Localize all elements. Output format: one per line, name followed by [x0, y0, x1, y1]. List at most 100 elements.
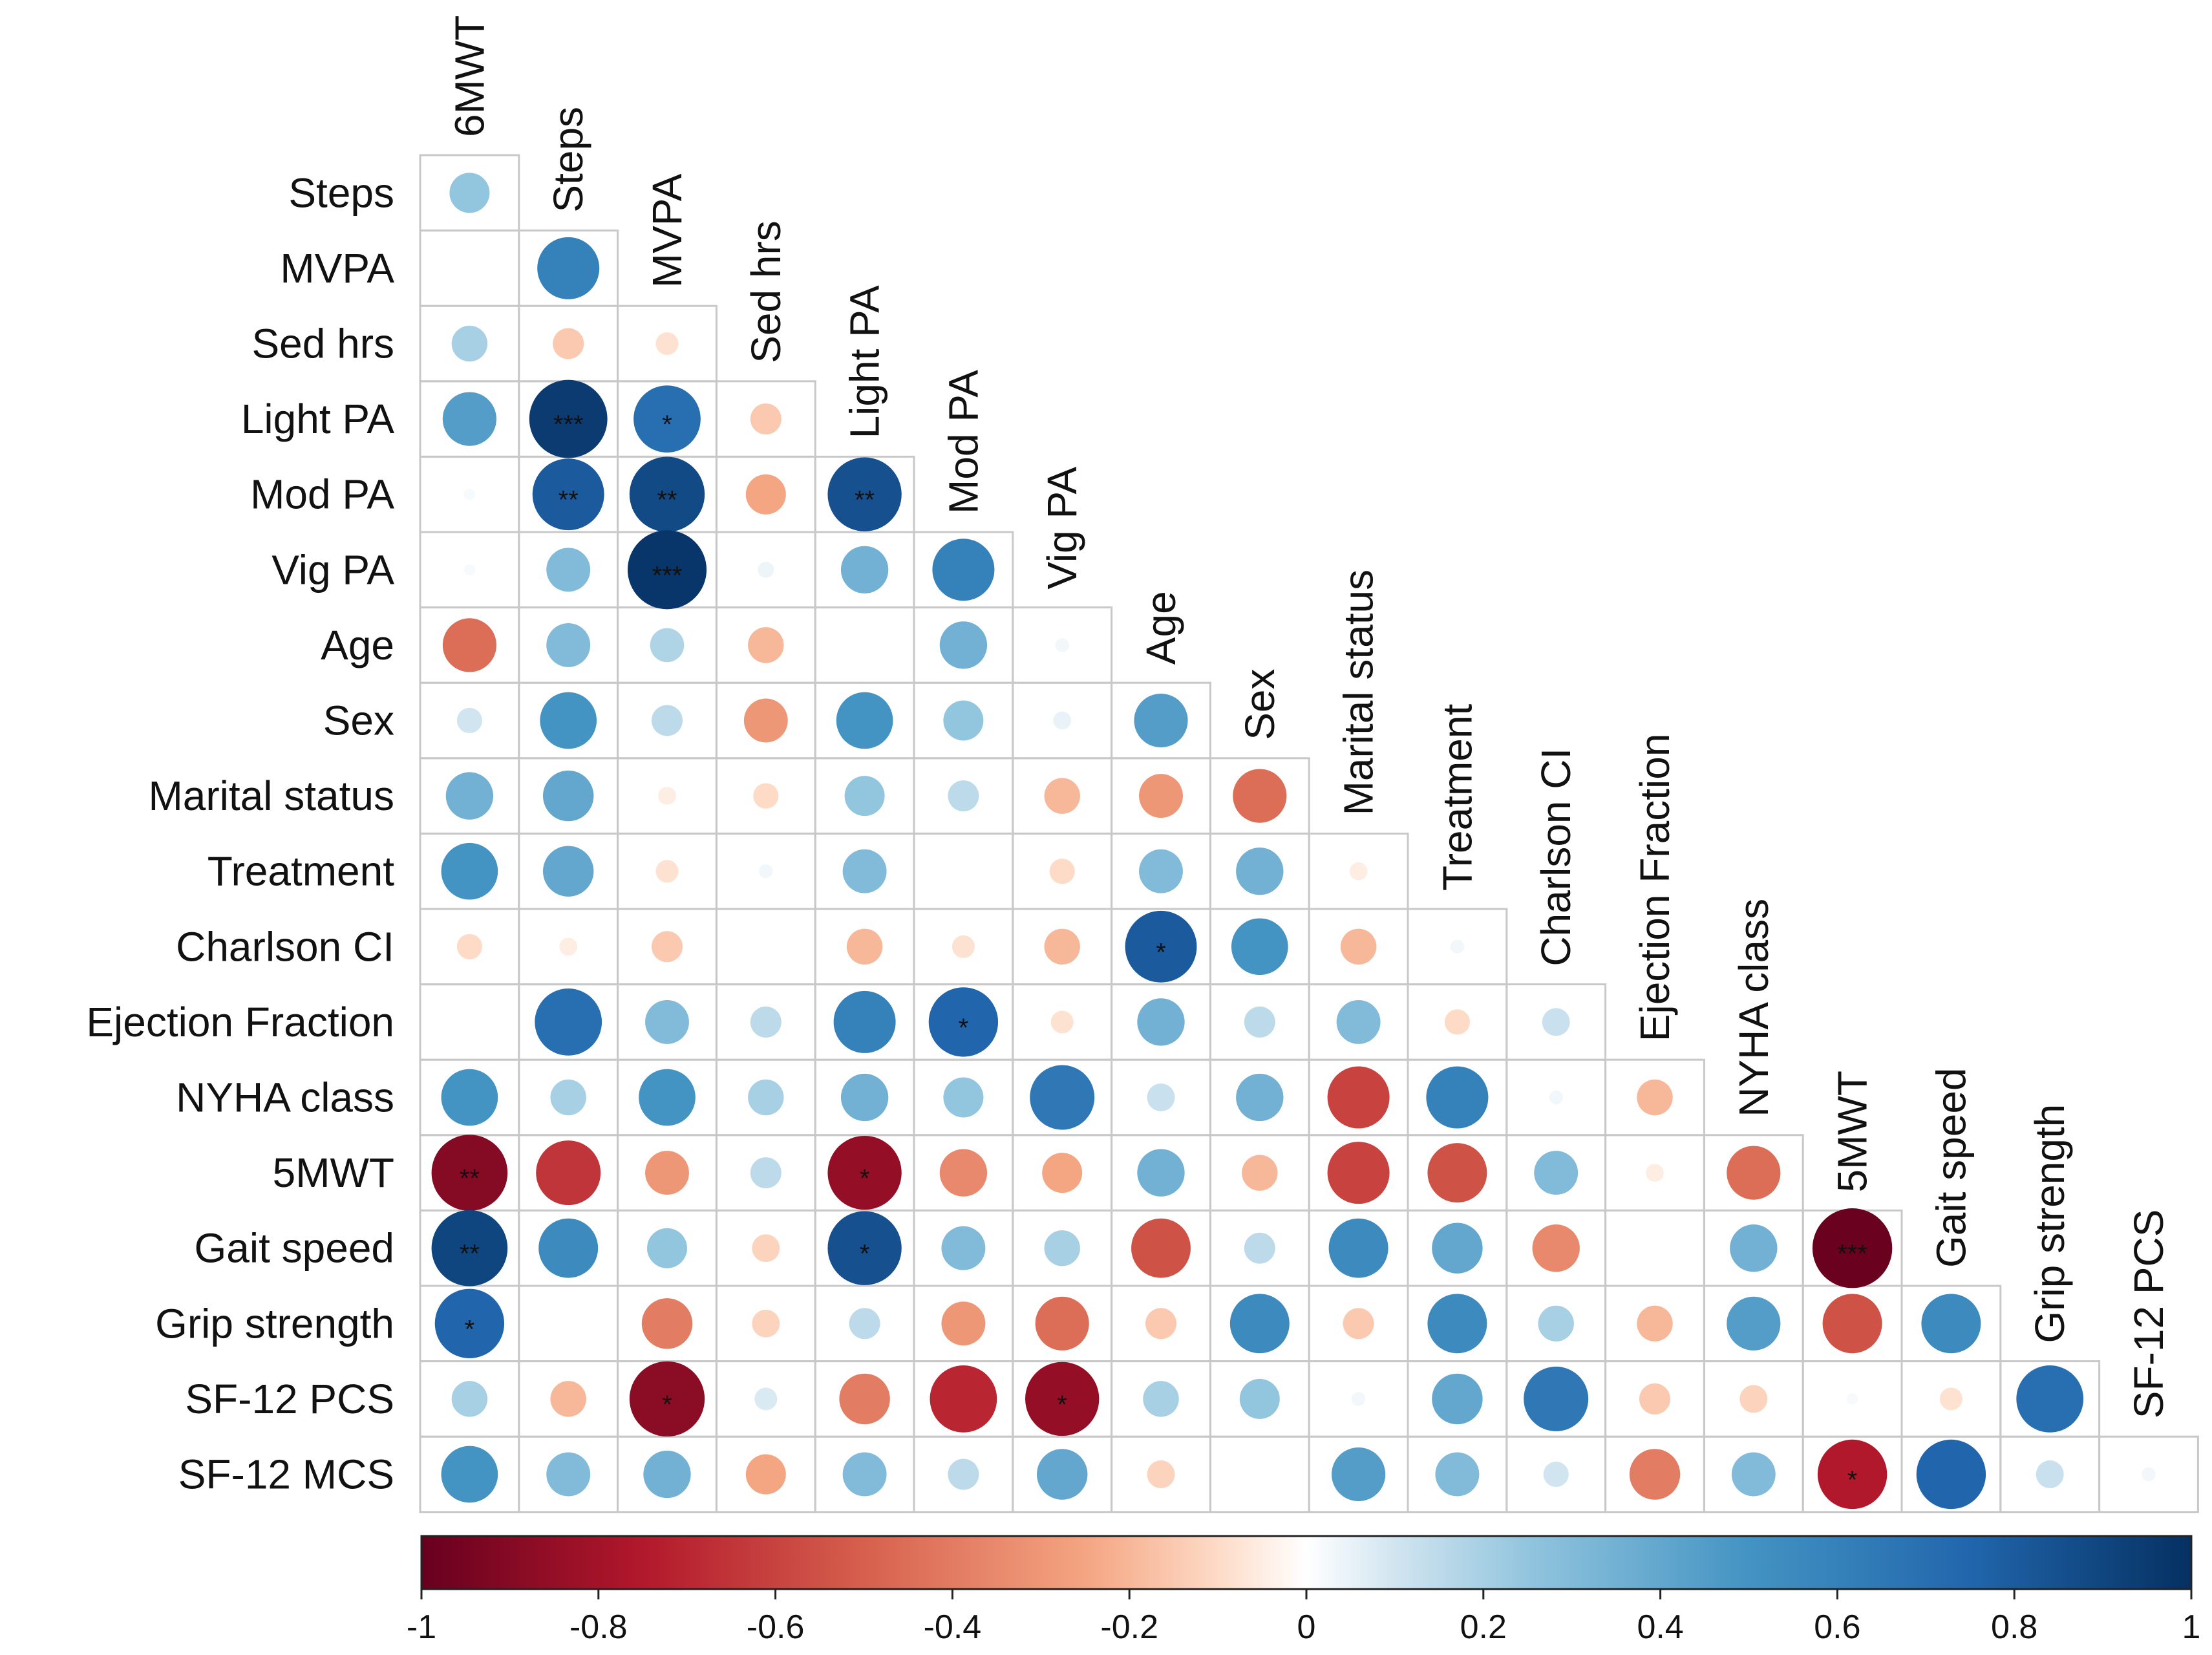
correlation-circle [758, 561, 774, 578]
correlation-circle [629, 1361, 705, 1437]
matrix-cell [913, 832, 1014, 910]
correlation-circle [1327, 1066, 1390, 1129]
col-label-steps: Steps [545, 107, 591, 213]
correlation-circle [655, 332, 679, 356]
significance-mark: * [860, 1164, 870, 1193]
correlation-circle [532, 458, 604, 531]
correlation-circle [442, 618, 496, 672]
significance-mark: * [959, 1014, 969, 1042]
significance-mark: * [662, 411, 672, 439]
correlation-circle [1327, 1142, 1390, 1204]
correlation-circle [2036, 1460, 2064, 1488]
significance-marks: *** *** ** ********* *** * ***** ** [460, 411, 1867, 1494]
row-label-mvpa: MVPA [280, 245, 394, 292]
correlation-circle [1432, 1373, 1483, 1425]
correlation-circle [1336, 999, 1381, 1044]
correlation-circles [431, 173, 2156, 1510]
correlation-circle [456, 934, 483, 959]
correlation-circle [827, 457, 902, 531]
matrix-grid [419, 154, 2199, 1513]
correlation-circle [456, 707, 483, 734]
correlation-circle [941, 1226, 986, 1270]
correlation-circle [1139, 774, 1183, 818]
col-label-5mwt: 5MWT [1829, 1071, 1876, 1192]
correlation-circle [1236, 848, 1284, 895]
correlation-circle [1727, 1146, 1781, 1200]
significance-mark: * [1847, 1466, 1858, 1495]
column-labels: 6MWT Steps MVPA Sed hrs Light PA Mod PA Vig PA… [446, 16, 2172, 1419]
correlation-circle [1053, 711, 1072, 730]
correlation-circle [1730, 1224, 1778, 1272]
correlation-circle [941, 1301, 986, 1346]
col-label-light-pa: Light PA [842, 285, 888, 439]
correlation-circle [434, 1288, 505, 1358]
correlation-circle [1646, 1164, 1664, 1182]
correlation-circle [1739, 1385, 1768, 1413]
row-label-sed-hrs: Sed hrs [251, 321, 394, 367]
correlation-circle [645, 999, 689, 1044]
correlation-circle [948, 780, 979, 812]
colorbar-tick-label: -0.4 [924, 1608, 982, 1646]
correlation-circle [2142, 1467, 2156, 1482]
correlation-circle [759, 864, 773, 879]
correlation-circle [846, 928, 883, 965]
correlation-circle [1629, 1449, 1681, 1500]
correlation-circle [1044, 778, 1080, 814]
correlation-circle [1137, 1149, 1185, 1197]
correlation-circle [463, 488, 476, 500]
correlation-circle [1812, 1208, 1893, 1288]
significance-mark: ** [460, 1240, 480, 1268]
correlation-circle [1332, 1447, 1386, 1502]
matrix-cell [518, 1285, 619, 1363]
correlation-circle [928, 987, 999, 1057]
correlation-circle [1542, 1008, 1570, 1036]
correlation-circle [1637, 1079, 1673, 1116]
row-label-charlson-ci: Charlson CI [176, 923, 394, 970]
significance-mark: * [860, 1240, 870, 1268]
correlation-circle [743, 698, 788, 743]
row-label-light-pa: Light PA [241, 396, 395, 442]
color-legend [420, 1535, 2193, 1590]
correlation-circle [451, 1381, 488, 1417]
row-label-sf-12-mcs: SF-12 MCS [178, 1451, 394, 1498]
correlation-circle [1025, 1361, 1100, 1436]
matrix-cell [814, 606, 915, 684]
significance-mark: ** [558, 486, 579, 515]
correlation-circle [1534, 1151, 1579, 1195]
correlation-circle [529, 379, 608, 458]
correlation-circle [840, 546, 889, 593]
correlation-circle [451, 325, 488, 362]
correlation-circle [627, 530, 707, 610]
correlation-circle [943, 700, 984, 741]
correlation-circle [639, 1069, 696, 1126]
correlation-circle [629, 456, 705, 532]
correlation-circle [1427, 1143, 1487, 1203]
col-label-vig-pa: Vig PA [1039, 467, 1085, 590]
correlation-circle [1426, 1066, 1489, 1129]
correlation-circle [1340, 928, 1377, 965]
correlation-circle [538, 1218, 599, 1278]
colorbar-tick-label: 0.8 [1991, 1608, 2037, 1646]
correlation-circle [1134, 693, 1188, 748]
row-label-sf-12-pcs: SF-12 PCS [185, 1376, 394, 1422]
correlation-circle [550, 1079, 586, 1116]
correlation-circle [1817, 1439, 1888, 1510]
correlation-circle [1846, 1393, 1858, 1405]
colorbar-tick-label: 0.2 [1460, 1608, 1507, 1646]
correlation-circle [745, 474, 786, 515]
col-label-grip-strength: Grip strength [2026, 1104, 2073, 1343]
correlation-circle [1435, 1452, 1480, 1497]
correlation-circle [1532, 1224, 1580, 1272]
correlation-circle [1639, 1383, 1671, 1415]
significance-mark: *** [553, 411, 584, 439]
colorbar-gradient [420, 1535, 2193, 1590]
correlation-circle [542, 846, 594, 897]
correlation-circle [658, 787, 676, 805]
correlation-circle [643, 1450, 691, 1499]
row-label-sex: Sex [323, 698, 394, 744]
col-label-6mwt: 6MWT [446, 16, 493, 137]
correlation-circle [1244, 1006, 1275, 1038]
correlation-circle [1044, 928, 1080, 965]
correlation-circle [1049, 859, 1075, 884]
col-label-ejection-fraction: Ejection Fraction [1632, 734, 1678, 1042]
